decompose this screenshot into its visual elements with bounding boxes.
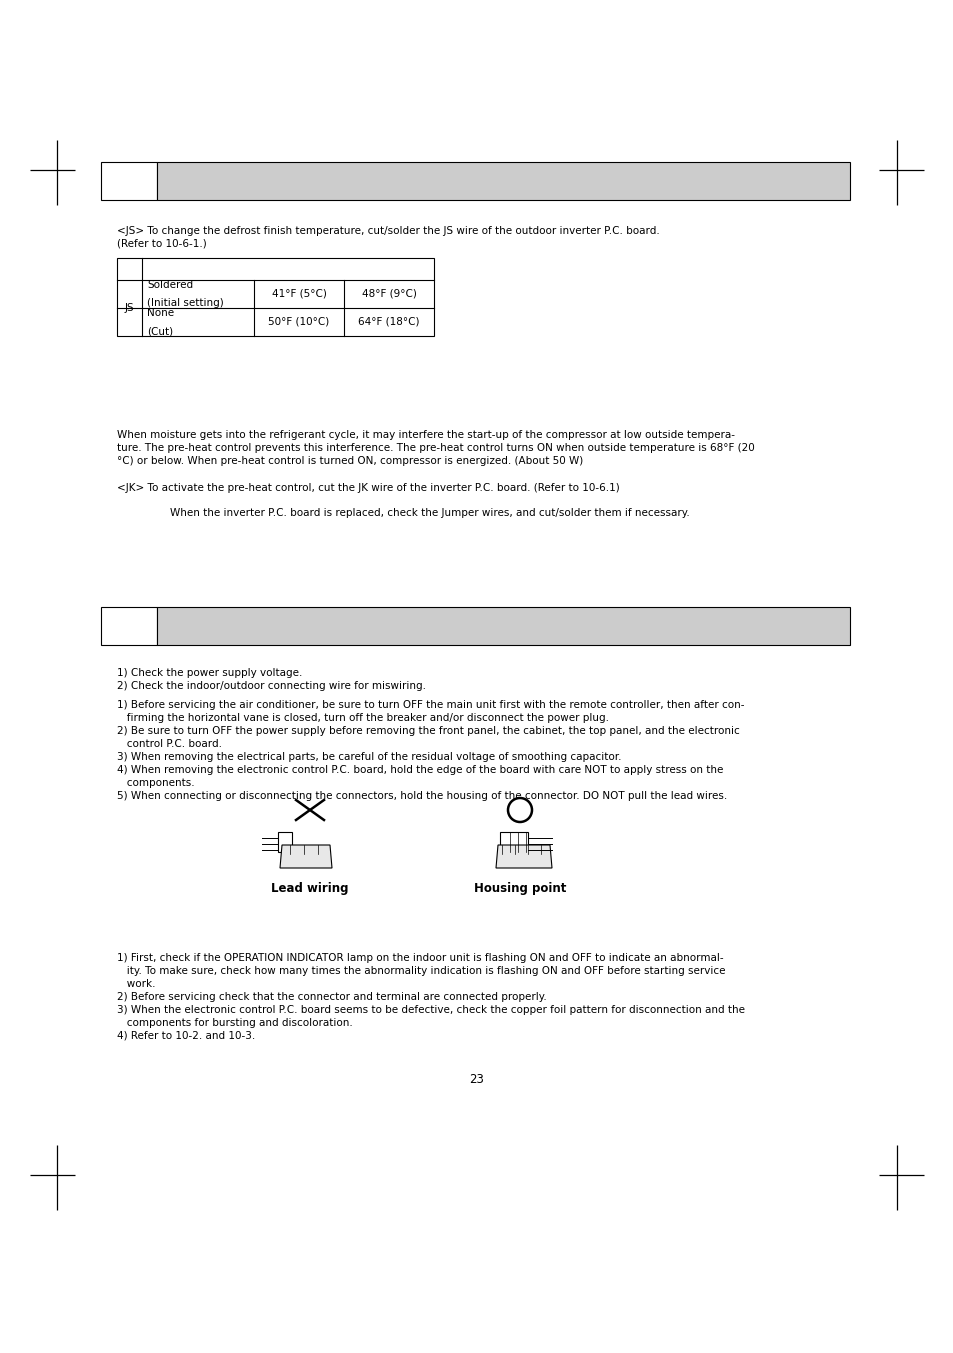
Text: (Refer to 10-6-1.): (Refer to 10-6-1.) — [117, 239, 207, 249]
Text: 3) When removing the electrical parts, be careful of the residual voltage of smo: 3) When removing the electrical parts, b… — [117, 752, 620, 762]
Text: JS: JS — [125, 303, 134, 313]
Polygon shape — [496, 846, 552, 869]
Text: <JS> To change the defrost finish temperature, cut/solder the JS wire of the out: <JS> To change the defrost finish temper… — [117, 226, 659, 235]
Text: <JK> To activate the pre-heat control, cut the JK wire of the inverter P.C. boar: <JK> To activate the pre-heat control, c… — [117, 483, 619, 492]
Text: None: None — [147, 308, 174, 318]
Bar — [101, 607, 157, 645]
Text: 4) When removing the electronic control P.C. board, hold the edge of the board w: 4) When removing the electronic control … — [117, 764, 722, 775]
Text: ity. To make sure, check how many times the abnormality indication is flashing O: ity. To make sure, check how many times … — [117, 966, 724, 976]
Text: 23: 23 — [469, 1073, 484, 1086]
Bar — [101, 162, 157, 200]
Text: 1) First, check if the OPERATION INDICATOR lamp on the indoor unit is flashing O: 1) First, check if the OPERATION INDICAT… — [117, 953, 723, 963]
Text: When the inverter P.C. board is replaced, check the Jumper wires, and cut/solder: When the inverter P.C. board is replaced… — [170, 507, 689, 518]
Text: 5) When connecting or disconnecting the connectors, hold the housing of the conn: 5) When connecting or disconnecting the … — [117, 792, 726, 801]
Text: 2) Be sure to turn OFF the power supply before removing the front panel, the cab: 2) Be sure to turn OFF the power supply … — [117, 727, 739, 736]
Text: 2) Check the indoor/outdoor connecting wire for miswiring.: 2) Check the indoor/outdoor connecting w… — [117, 681, 426, 691]
Bar — [277, 832, 292, 852]
Text: components for bursting and discoloration.: components for bursting and discoloratio… — [117, 1017, 353, 1028]
Text: work.: work. — [117, 980, 155, 989]
Text: 1) Check the power supply voltage.: 1) Check the power supply voltage. — [117, 668, 302, 678]
Bar — [157, 607, 849, 645]
Text: 64°F (18°C): 64°F (18°C) — [358, 317, 419, 327]
Text: 50°F (10°C): 50°F (10°C) — [268, 317, 330, 327]
Text: 4) Refer to 10-2. and 10-3.: 4) Refer to 10-2. and 10-3. — [117, 1031, 255, 1040]
Text: (Cut): (Cut) — [147, 326, 172, 336]
Text: 41°F (5°C): 41°F (5°C) — [272, 290, 326, 299]
Text: components.: components. — [117, 778, 194, 787]
Text: control P.C. board.: control P.C. board. — [117, 739, 222, 750]
Bar — [157, 162, 849, 200]
Bar — [117, 258, 434, 336]
Polygon shape — [280, 846, 332, 869]
Text: °C) or below. When pre-heat control is turned ON, compressor is energized. (Abou: °C) or below. When pre-heat control is t… — [117, 456, 582, 465]
Text: ture. The pre-heat control prevents this interference. The pre-heat control turn: ture. The pre-heat control prevents this… — [117, 442, 754, 453]
Bar — [499, 832, 527, 852]
Text: 48°F (9°C): 48°F (9°C) — [361, 290, 416, 299]
Text: Lead wiring: Lead wiring — [271, 882, 349, 894]
Text: (Initial setting): (Initial setting) — [147, 298, 224, 308]
Text: 1) Before servicing the air conditioner, be sure to turn OFF the main unit first: 1) Before servicing the air conditioner,… — [117, 700, 743, 710]
Text: Soldered: Soldered — [147, 280, 193, 290]
Text: When moisture gets into the refrigerant cycle, it may interfere the start-up of : When moisture gets into the refrigerant … — [117, 430, 734, 440]
Text: 3) When the electronic control P.C. board seems to be defective, check the coppe: 3) When the electronic control P.C. boar… — [117, 1005, 744, 1015]
Text: firming the horizontal vane is closed, turn off the breaker and/or disconnect th: firming the horizontal vane is closed, t… — [117, 713, 608, 723]
Text: 2) Before servicing check that the connector and terminal are connected properly: 2) Before servicing check that the conne… — [117, 992, 546, 1003]
Text: Housing point: Housing point — [474, 882, 565, 894]
